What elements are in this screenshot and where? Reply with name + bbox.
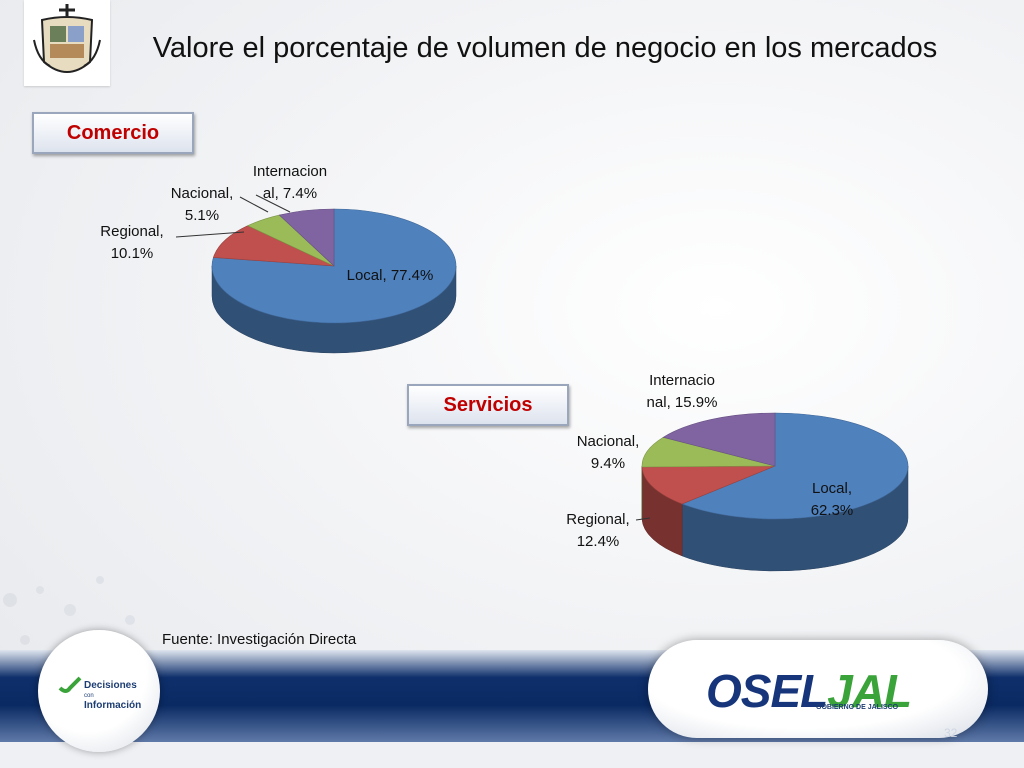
leader-line-internacional [255, 194, 291, 213]
gobierno-jalisco-text: GOBIERNO DE JALISCO [816, 704, 899, 711]
decisiones-line3: Información [84, 700, 142, 711]
data-label-nacional: Nacional, 5.1% [171, 185, 234, 224]
pie-slice-internacional [662, 412, 776, 467]
decisiones-logo-text: Decisiones con Información [84, 681, 141, 711]
data-label-nacional: Nacional, 9.4% [577, 433, 640, 472]
slide-title: Valore el porcentaje de volumen de negoc… [152, 32, 938, 64]
seljal-o: O [706, 665, 742, 717]
seljal-logo-badge [648, 640, 988, 738]
seal-icon [33, 4, 101, 73]
servicios-section-label: Servicios [407, 384, 569, 426]
data-label-local: Local, 62.3% [811, 480, 854, 519]
check-arrow-icon [58, 676, 82, 693]
leader-line-nacional [239, 196, 269, 213]
data-label-regional: Regional, 10.1% [100, 223, 163, 262]
decisiones-logo-badge [38, 630, 160, 752]
seljal-jal: JAL [827, 665, 912, 717]
pie-slice-nacional [641, 436, 776, 468]
pie-charts: Local, 77.4% Regional, 10.1%Nacional, 5.1% I… [100, 163, 909, 572]
pie-chart-servicios: Local, 62.3% Regional, 12.4% Nacional, 9.4%In… [566, 372, 909, 572]
data-label-internacional: Internacion al, 7.4% [253, 163, 327, 202]
leader-line-regional [175, 231, 245, 238]
pie-slice-local [681, 412, 909, 520]
leader-line-regional [635, 517, 651, 521]
municipal-seal-logo [24, 0, 110, 86]
decisiones-line1: Decisiones [84, 680, 137, 691]
decisiones-line2: con [84, 693, 94, 699]
pie-chart-comercio: Local, 77.4% Regional, 10.1%Nacional, 5.1% I… [100, 163, 457, 354]
decorative-dots [3, 576, 135, 645]
pie-slice-internacional [278, 208, 335, 267]
comercio-section-label: Comercio [32, 112, 194, 154]
pie-slice-regional [212, 225, 335, 267]
footer-strip [0, 742, 1024, 768]
seljal-sel: SEL [740, 665, 828, 717]
seljal-logo: OSELJAL [706, 664, 912, 718]
data-label-local: Local, 77.4% [347, 267, 434, 284]
pie-slice-regional [641, 465, 776, 505]
data-label-internacional: Internacio nal, 15.9% [647, 372, 718, 411]
page-number: 32 [944, 726, 958, 740]
data-label-regional: Regional, 12.4% [566, 511, 629, 550]
source-note: Fuente: Investigación Directa [162, 631, 357, 648]
